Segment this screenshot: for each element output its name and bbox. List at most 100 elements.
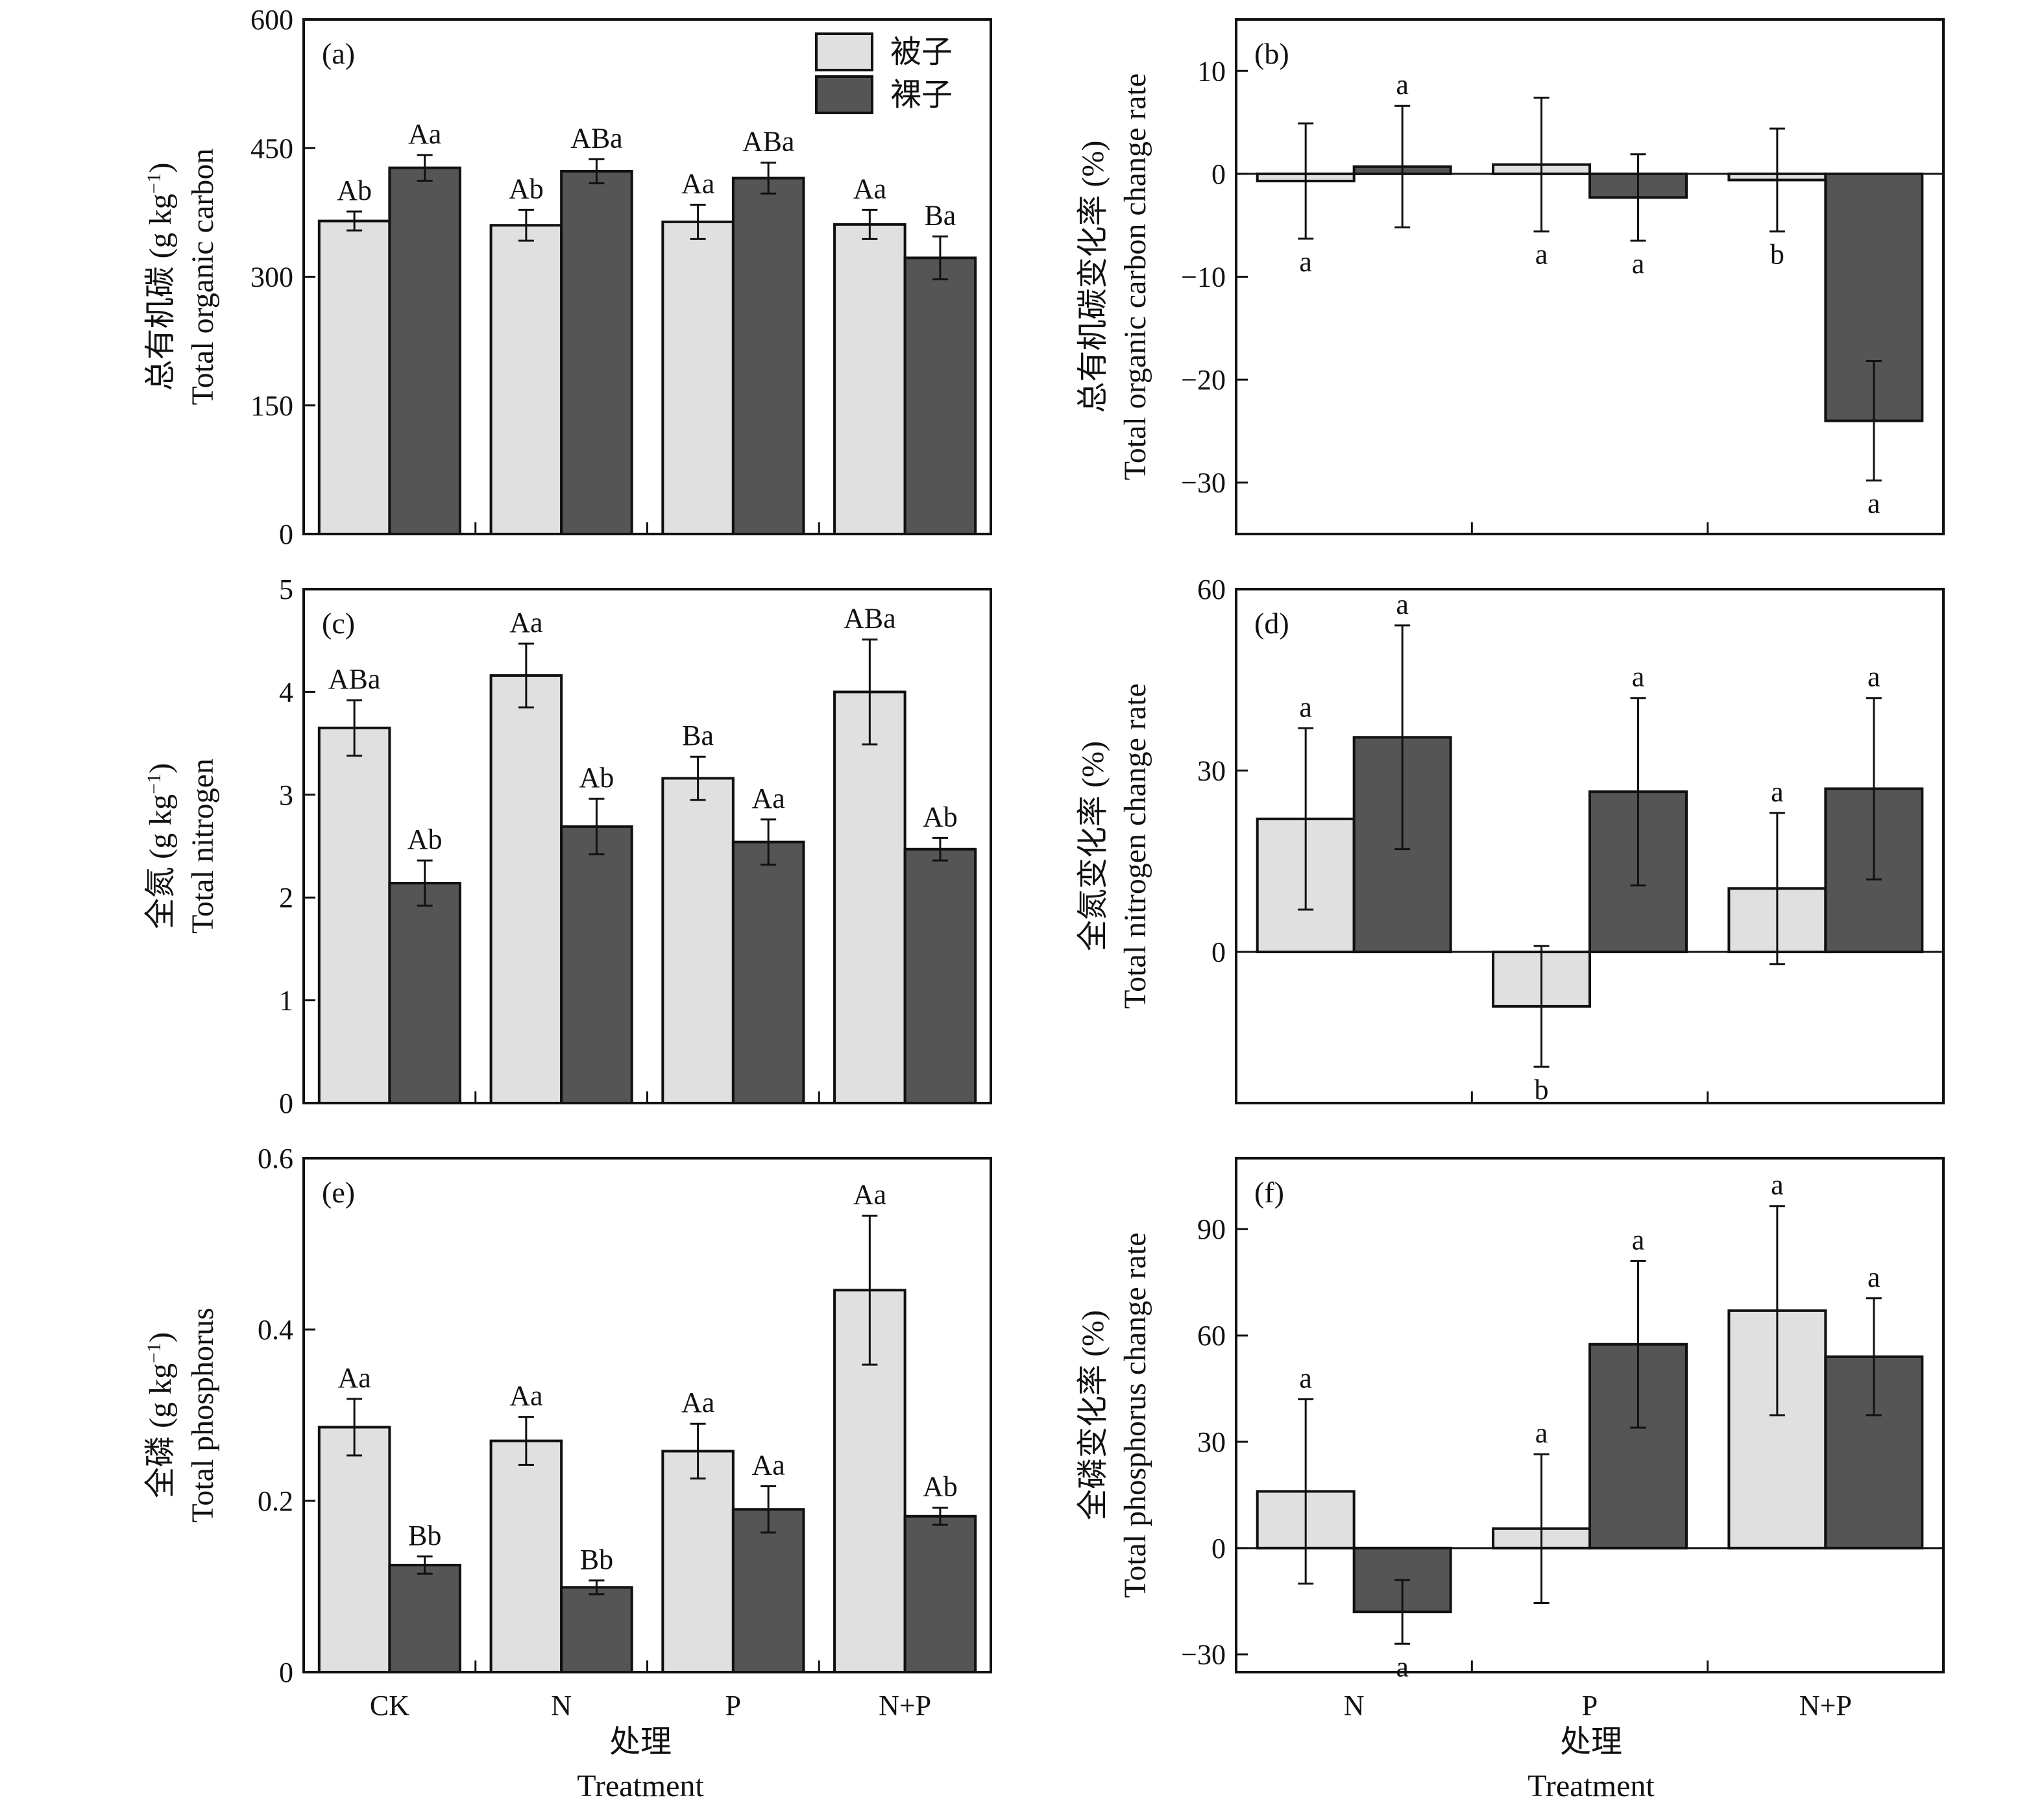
significance-label: a — [1632, 1224, 1645, 1256]
bar — [560, 825, 633, 1105]
significance-label: Bb — [408, 1520, 441, 1551]
significance-label: a — [1868, 661, 1880, 693]
significance-label: Ab — [923, 801, 958, 833]
y-tick-label: 10 — [1197, 55, 1226, 87]
y-tick-label: 150 — [250, 390, 293, 422]
y-tick-label: −10 — [1181, 261, 1226, 293]
panel-a: 0 150 300 450 600 (a) 总有机碳 (g kg−1) Total organ… — [143, 4, 992, 550]
unit-superscript: −1 — [143, 773, 165, 794]
y-tick-label: 60 — [1197, 1320, 1226, 1352]
x-axis-title-right-zh: 处理 — [1560, 1725, 1622, 1759]
significance-label: b — [1770, 239, 1784, 271]
y-tick-label: 0 — [279, 518, 293, 550]
bar — [317, 1426, 391, 1673]
significance-label: Ab — [509, 173, 544, 204]
y-tick-label: 0.4 — [258, 1314, 293, 1346]
bar — [731, 176, 805, 535]
legend-label-angiosperm: 被子 — [890, 35, 953, 69]
significance-label: a — [1632, 248, 1645, 280]
y-tick-label: 4 — [279, 676, 293, 708]
panel-e: 0 0.2 0.4 0.6 CK N P N+P (e) 全磷 (g kg−1) Total pho… — [143, 1143, 992, 1721]
significance-label: ABa — [742, 126, 795, 158]
significance-label: a — [1771, 1169, 1784, 1201]
y-tick-label: 0.2 — [258, 1485, 293, 1517]
y-axis-title-zh: 总有机碳 (g kg−1) — [143, 163, 178, 391]
significance-label: Aa — [509, 1380, 542, 1412]
y-axis-title-en: Total nitrogen — [186, 759, 220, 934]
significance-label: a — [1396, 589, 1409, 620]
x-tick-label: N — [551, 1690, 572, 1721]
significance-label: a — [1299, 1362, 1312, 1394]
y-tick-label: 0 — [279, 1088, 293, 1119]
bar — [731, 1508, 805, 1673]
bar — [661, 777, 735, 1105]
y-tick-label: 300 — [250, 261, 293, 293]
x-axis-title-left: 处理 Treatment — [577, 1725, 704, 1803]
y-tick-label: 2 — [279, 882, 293, 914]
significance-label: Aa — [408, 118, 441, 150]
bar — [661, 220, 735, 535]
significance-label: b — [1535, 1074, 1549, 1106]
significance-label: Ab — [337, 175, 372, 206]
significance-label: Ab — [579, 762, 614, 794]
unit-superscript: −1 — [143, 173, 165, 194]
legend-label-gymnosperm: 裸子 — [890, 78, 953, 112]
x-axis-title-right-en: Treatment — [1527, 1769, 1655, 1803]
y-tick-label: 90 — [1197, 1213, 1226, 1245]
bar — [560, 169, 633, 535]
bar — [833, 223, 906, 535]
x-axis-title-right: 处理 Treatment — [1527, 1725, 1655, 1803]
y-tick-label: 0 — [279, 1657, 293, 1688]
x-tick-label: CK — [370, 1690, 409, 1721]
significance-label: Aa — [509, 607, 542, 638]
panel-label: (b) — [1254, 37, 1289, 70]
plot-frame — [1235, 1157, 1945, 1673]
significance-label: Ab — [923, 1471, 958, 1503]
y-axis-title-en: Total phosphorus — [186, 1307, 220, 1522]
bar — [661, 1450, 735, 1673]
y-axis-title-zh: 全磷变化率 (%) — [1076, 1310, 1110, 1520]
y-tick-label: 0 — [1211, 1533, 1226, 1564]
significance-label: a — [1535, 239, 1548, 271]
legend: 被子 裸子 — [815, 32, 953, 114]
y-axis-title-zh: 全氮变化率 (%) — [1076, 741, 1110, 951]
significance-label: Aa — [853, 1178, 886, 1210]
bar — [560, 1586, 633, 1674]
bar — [317, 726, 391, 1104]
panel-label: (c) — [322, 607, 355, 640]
bar — [833, 690, 906, 1104]
x-tick-label: N — [1344, 1690, 1365, 1721]
significance-label: a — [1868, 488, 1880, 520]
bar — [903, 847, 977, 1104]
panel-label: (a) — [322, 37, 355, 70]
y-axis-title-zh: 全氮 (g kg−1) — [143, 763, 178, 929]
y-tick-label: 0 — [1211, 158, 1226, 190]
y-tick-label: 3 — [279, 779, 293, 811]
significance-label: a — [1632, 661, 1645, 693]
y-tick-label: 5 — [279, 574, 293, 605]
significance-label: Bb — [580, 1544, 613, 1575]
significance-label: Aa — [751, 783, 785, 814]
legend-swatch-gymnosperm — [815, 75, 873, 114]
panel-label: (f) — [1254, 1176, 1284, 1209]
y-tick-label: −30 — [1181, 467, 1226, 499]
panel-label: (e) — [322, 1176, 355, 1209]
y-tick-label: −30 — [1181, 1639, 1226, 1671]
significance-label: ABa — [844, 603, 896, 635]
panel-c: 0 1 2 3 4 5 (c) 全氮 (g kg−1) Total nitrogen ABa Aa B… — [143, 574, 992, 1119]
bar — [489, 224, 563, 535]
y-axis-title-zh: 总有机碳变化率 (%) — [1076, 141, 1110, 413]
significance-label: Aa — [681, 167, 714, 199]
x-axis-title-left-en: Treatment — [577, 1769, 704, 1803]
significance-label: a — [1396, 69, 1409, 101]
significance-label: a — [1535, 1417, 1548, 1449]
x-axis-title-left-zh: 处理 — [609, 1725, 672, 1759]
y-tick-label: 450 — [250, 132, 293, 164]
x-tick-label: N+P — [1799, 1690, 1852, 1721]
significance-label: a — [1868, 1261, 1880, 1293]
x-tick-label: P — [1582, 1690, 1598, 1721]
significance-label: Aa — [853, 173, 886, 204]
significance-label: Ba — [924, 199, 956, 231]
